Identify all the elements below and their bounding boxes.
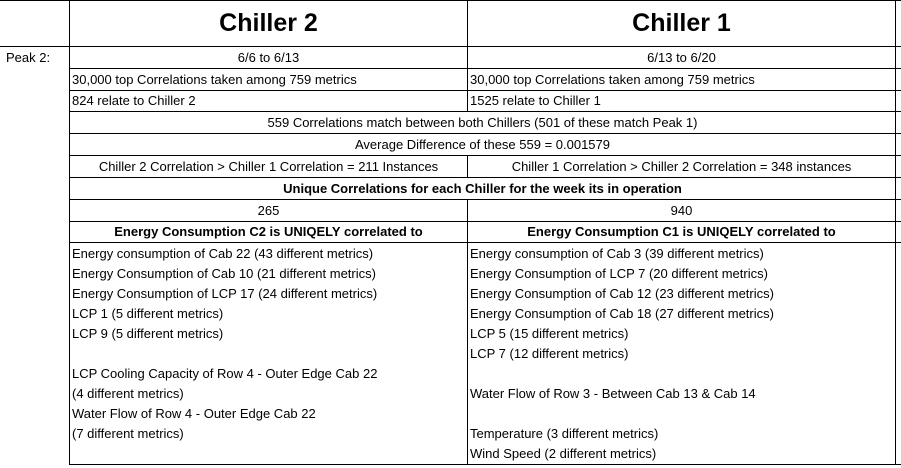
chiller-1-list-heading: Energy Consumption C1 is UNIQELY correla…: [527, 224, 836, 239]
gridline: [895, 0, 896, 465]
gridline: [0, 0, 901, 1]
gridline: [69, 0, 70, 465]
list-item: Energy consumption of Cab 3 (39 differen…: [470, 246, 764, 261]
chiller-2-comparison: Chiller 2 Correlation > Chiller 1 Correl…: [98, 159, 439, 174]
gridline: [69, 133, 901, 134]
list-item: Energy Consumption of LCP 17 (24 differe…: [72, 286, 378, 301]
chiller-1-comparison: Chiller 1 Correlation > Chiller 2 Correl…: [511, 159, 852, 174]
gridline: [69, 242, 901, 243]
chiller-2-correlations-taken: 30,000 top Correlations taken among 759 …: [72, 72, 357, 87]
list-item: LCP 1 (5 different metrics): [72, 306, 224, 321]
gridline: [0, 46, 901, 47]
gridline: [69, 155, 901, 156]
chiller-1-relate: 1525 relate to Chiller 1: [470, 93, 601, 108]
chiller-2-header: Chiller 2: [219, 9, 318, 37]
chiller-1-correlations-taken: 30,000 top Correlations taken among 759 …: [470, 72, 755, 87]
chiller-1-unique-count: 940: [670, 203, 693, 218]
list-item: Energy consumption of Cab 22 (43 differe…: [72, 246, 374, 261]
list-item: LCP 9 (5 different metrics): [72, 326, 224, 341]
list-item: Energy Consumption of LCP 7 (20 differen…: [470, 266, 768, 281]
gridline: [69, 111, 901, 112]
gridline: [467, 0, 468, 112]
gridline: [69, 464, 901, 465]
gridline: [69, 68, 901, 69]
average-difference: Average Difference of these 559 = 0.0015…: [354, 137, 611, 152]
list-item: Water Flow of Row 4 - Outer Edge Cab 22: [72, 406, 316, 421]
list-item: LCP Cooling Capacity of Row 4 - Outer Ed…: [72, 366, 378, 381]
list-item: Water Flow of Row 3 - Between Cab 13 & C…: [470, 386, 756, 401]
chiller-2-unique-count: 265: [257, 203, 280, 218]
chiller-1-dates: 6/13 to 6/20: [647, 50, 716, 65]
gridline: [69, 177, 901, 178]
list-item: (4 different metrics): [72, 386, 184, 401]
unique-correlations-heading: Unique Correlations for each Chiller for…: [283, 181, 682, 196]
chiller-2-relate: 824 relate to Chiller 2: [72, 93, 196, 108]
gridline: [69, 90, 901, 91]
list-item: (7 different metrics): [72, 426, 184, 441]
peak-label: Peak 2:: [6, 50, 51, 65]
chiller-2-list-heading: Energy Consumption C2 is UNIQELY correla…: [114, 224, 423, 239]
list-item: Wind Speed (2 different metrics): [470, 446, 657, 461]
list-item: LCP 7 (12 different metrics): [470, 346, 629, 361]
list-item: Energy Consumption of Cab 18 (27 differe…: [470, 306, 774, 321]
gridline: [467, 155, 468, 178]
list-item: Energy Consumption of Cab 12 (23 differe…: [470, 286, 774, 301]
gridline: [69, 221, 901, 222]
list-item: Temperature (3 different metrics): [470, 426, 659, 441]
matching-correlations: 559 Correlations match between both Chil…: [267, 115, 698, 130]
chiller-2-dates: 6/6 to 6/13: [237, 50, 300, 65]
chiller-1-header: Chiller 1: [632, 9, 731, 37]
list-item: LCP 5 (15 different metrics): [470, 326, 629, 341]
list-item: Energy Consumption of Cab 10 (21 differe…: [72, 266, 376, 281]
gridline: [69, 199, 901, 200]
gridline: [467, 199, 468, 465]
